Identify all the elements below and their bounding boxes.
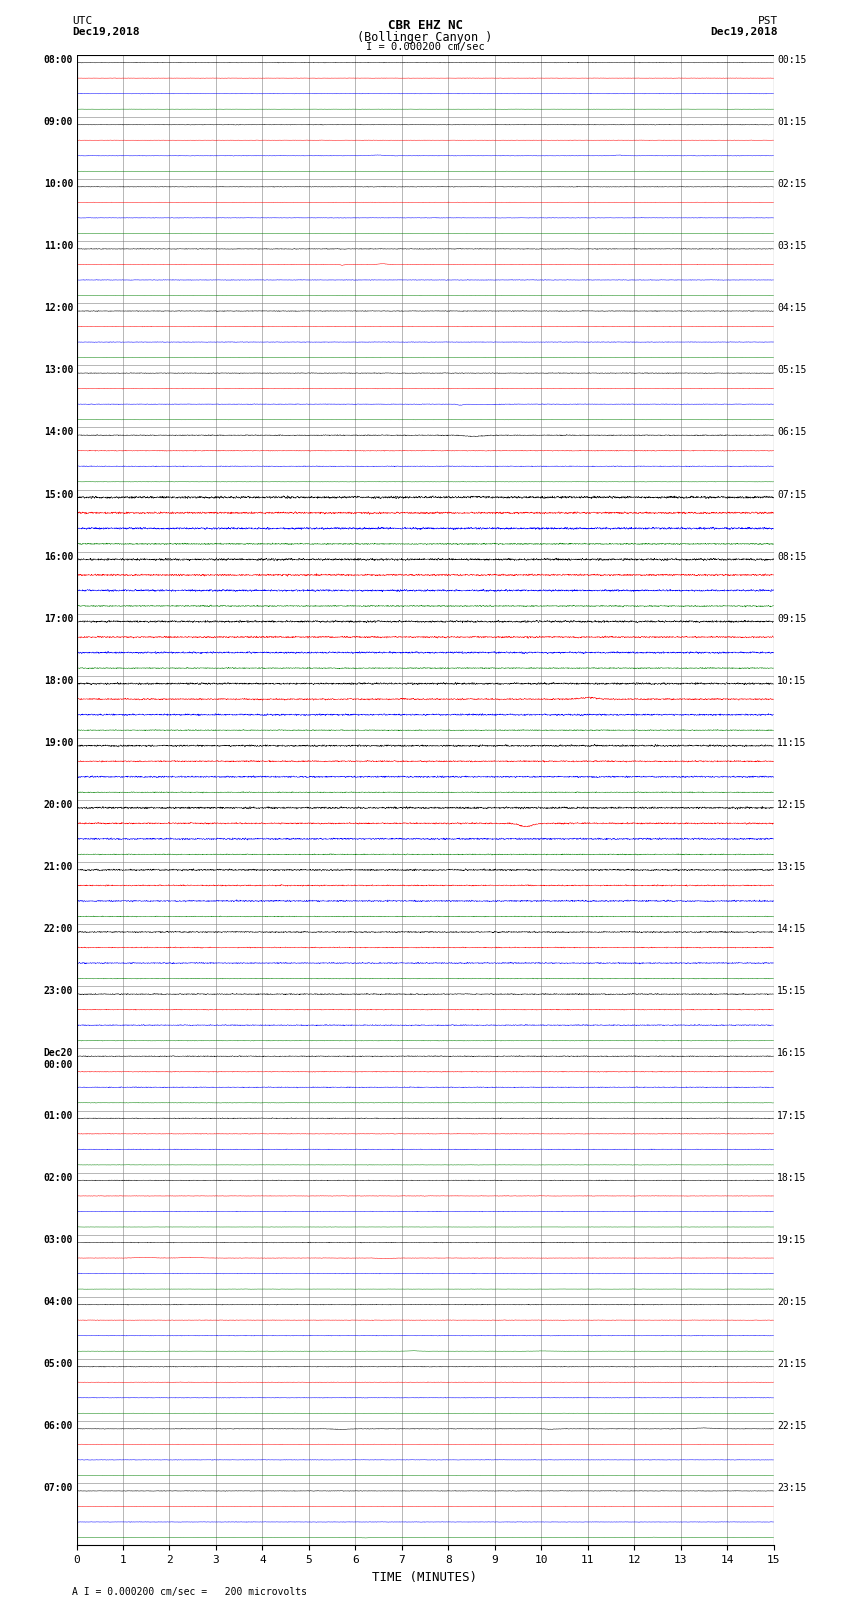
Text: 19:15: 19:15 — [777, 1236, 807, 1245]
Text: 01:00: 01:00 — [43, 1110, 73, 1121]
Text: 01:15: 01:15 — [777, 118, 807, 127]
Text: Dec20
00:00: Dec20 00:00 — [43, 1048, 73, 1069]
Text: 12:00: 12:00 — [43, 303, 73, 313]
Text: 04:00: 04:00 — [43, 1297, 73, 1307]
Text: 09:00: 09:00 — [43, 118, 73, 127]
Text: 12:15: 12:15 — [777, 800, 807, 810]
Text: 20:00: 20:00 — [43, 800, 73, 810]
Text: 04:15: 04:15 — [777, 303, 807, 313]
Text: 20:15: 20:15 — [777, 1297, 807, 1307]
Text: 06:00: 06:00 — [43, 1421, 73, 1431]
Text: (Bollinger Canyon ): (Bollinger Canyon ) — [357, 31, 493, 44]
Text: 13:00: 13:00 — [43, 366, 73, 376]
Text: 07:15: 07:15 — [777, 490, 807, 500]
Text: 03:15: 03:15 — [777, 242, 807, 252]
Text: 11:15: 11:15 — [777, 739, 807, 748]
X-axis label: TIME (MINUTES): TIME (MINUTES) — [372, 1571, 478, 1584]
Text: 10:00: 10:00 — [43, 179, 73, 189]
Text: CBR EHZ NC: CBR EHZ NC — [388, 19, 462, 32]
Text: 11:00: 11:00 — [43, 242, 73, 252]
Text: 02:00: 02:00 — [43, 1173, 73, 1182]
Text: 22:00: 22:00 — [43, 924, 73, 934]
Text: 05:00: 05:00 — [43, 1358, 73, 1369]
Text: UTC: UTC — [72, 16, 93, 26]
Text: I = 0.000200 cm/sec: I = 0.000200 cm/sec — [366, 42, 484, 52]
Text: 14:00: 14:00 — [43, 427, 73, 437]
Text: 15:15: 15:15 — [777, 987, 807, 997]
Text: 19:00: 19:00 — [43, 739, 73, 748]
Text: 03:00: 03:00 — [43, 1236, 73, 1245]
Text: 07:00: 07:00 — [43, 1484, 73, 1494]
Text: 18:00: 18:00 — [43, 676, 73, 686]
Text: 06:15: 06:15 — [777, 427, 807, 437]
Text: Dec19,2018: Dec19,2018 — [72, 27, 139, 37]
Text: 08:00: 08:00 — [43, 55, 73, 65]
Text: A I = 0.000200 cm/sec =   200 microvolts: A I = 0.000200 cm/sec = 200 microvolts — [72, 1587, 307, 1597]
Text: 14:15: 14:15 — [777, 924, 807, 934]
Text: 22:15: 22:15 — [777, 1421, 807, 1431]
Text: 16:00: 16:00 — [43, 552, 73, 561]
Text: 21:15: 21:15 — [777, 1358, 807, 1369]
Text: 18:15: 18:15 — [777, 1173, 807, 1182]
Text: 09:15: 09:15 — [777, 615, 807, 624]
Text: 21:00: 21:00 — [43, 861, 73, 873]
Text: 16:15: 16:15 — [777, 1048, 807, 1058]
Text: 23:00: 23:00 — [43, 987, 73, 997]
Text: 08:15: 08:15 — [777, 552, 807, 561]
Text: PST: PST — [757, 16, 778, 26]
Text: Dec19,2018: Dec19,2018 — [711, 27, 778, 37]
Text: 05:15: 05:15 — [777, 366, 807, 376]
Text: 13:15: 13:15 — [777, 861, 807, 873]
Text: 23:15: 23:15 — [777, 1484, 807, 1494]
Text: 10:15: 10:15 — [777, 676, 807, 686]
Text: 02:15: 02:15 — [777, 179, 807, 189]
Text: 15:00: 15:00 — [43, 490, 73, 500]
Text: 17:15: 17:15 — [777, 1110, 807, 1121]
Text: 00:15: 00:15 — [777, 55, 807, 65]
Text: 17:00: 17:00 — [43, 615, 73, 624]
